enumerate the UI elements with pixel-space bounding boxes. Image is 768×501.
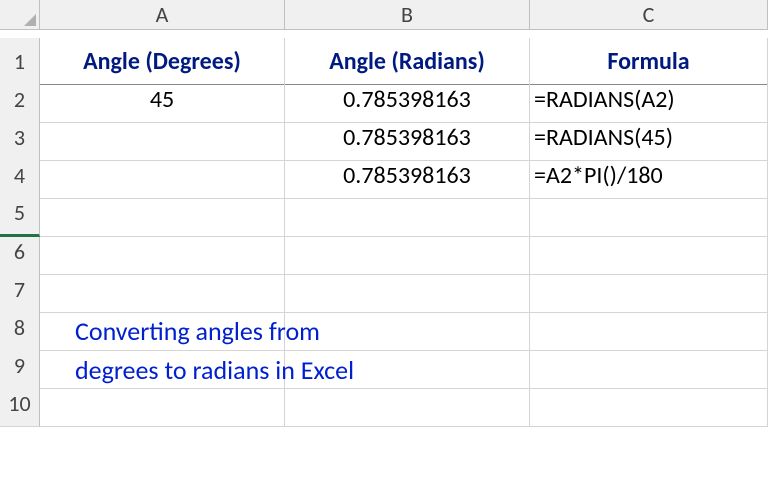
cell-C10[interactable] xyxy=(530,380,768,427)
column-header-B[interactable]: B xyxy=(285,0,530,30)
select-all-corner[interactable] xyxy=(0,0,40,30)
row-header-10[interactable]: 10 xyxy=(0,380,40,427)
caption-text: Converting angles from degrees to radian… xyxy=(75,312,395,390)
column-header-A[interactable]: A xyxy=(40,0,285,30)
row-header-5[interactable]: 5 xyxy=(0,190,40,237)
column-header-C[interactable]: C xyxy=(530,0,768,30)
